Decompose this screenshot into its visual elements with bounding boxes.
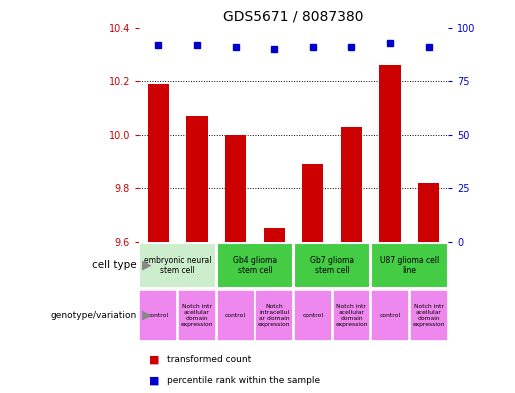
Text: Notch intr
acellular
domain
expression: Notch intr acellular domain expression <box>335 304 368 327</box>
Bar <box>148 84 169 242</box>
Text: genotype/variation: genotype/variation <box>50 311 136 320</box>
Bar <box>140 290 177 341</box>
Bar <box>410 290 448 341</box>
Text: U87 glioma cell
line: U87 glioma cell line <box>380 255 439 275</box>
Text: GSM1086973: GSM1086973 <box>310 250 316 297</box>
Text: embryonic neural
stem cell: embryonic neural stem cell <box>144 255 212 275</box>
Text: ▶: ▶ <box>142 259 151 272</box>
Bar <box>302 164 323 242</box>
Text: ■: ■ <box>149 375 160 385</box>
Bar <box>217 242 293 288</box>
Bar <box>371 290 409 341</box>
Text: cell type: cell type <box>92 260 136 270</box>
Text: Gb4 glioma
stem cell: Gb4 glioma stem cell <box>233 255 277 275</box>
Text: ▶: ▶ <box>142 309 151 322</box>
Text: GSM1086972: GSM1086972 <box>271 250 277 297</box>
Bar <box>418 183 439 242</box>
Bar <box>178 290 216 341</box>
Bar <box>139 242 178 295</box>
Bar <box>217 290 254 341</box>
Bar <box>294 242 332 295</box>
Text: GSM1086974: GSM1086974 <box>349 250 354 297</box>
Text: Notch intr
acellular
domain
expression: Notch intr acellular domain expression <box>181 304 213 327</box>
Text: GSM1086969: GSM1086969 <box>387 250 393 297</box>
Bar <box>216 242 255 295</box>
Text: GSM1086970: GSM1086970 <box>426 250 432 297</box>
Bar <box>140 242 216 288</box>
Text: GSM1086967: GSM1086967 <box>156 250 161 297</box>
Text: Notch
intracellul
ar domain
expression: Notch intracellul ar domain expression <box>258 304 290 327</box>
Text: percentile rank within the sample: percentile rank within the sample <box>167 376 320 385</box>
Bar <box>371 242 448 288</box>
Bar <box>294 290 332 341</box>
Title: GDS5671 / 8087380: GDS5671 / 8087380 <box>224 9 364 24</box>
Bar <box>186 116 208 242</box>
Bar <box>255 290 293 341</box>
Text: control: control <box>148 313 169 318</box>
Bar <box>255 242 294 295</box>
Text: GSM1086971: GSM1086971 <box>233 250 238 297</box>
Bar <box>371 242 409 295</box>
Bar <box>380 65 401 242</box>
Text: ■: ■ <box>149 355 160 365</box>
Text: transformed count: transformed count <box>167 355 252 364</box>
Text: Gb7 glioma
stem cell: Gb7 glioma stem cell <box>310 255 354 275</box>
Text: Notch intr
acellular
domain
expression: Notch intr acellular domain expression <box>413 304 445 327</box>
Bar <box>264 228 285 242</box>
Text: control: control <box>380 313 401 318</box>
Bar <box>333 290 370 341</box>
Text: control: control <box>225 313 246 318</box>
Bar <box>178 242 216 295</box>
Bar <box>341 127 362 242</box>
Bar <box>294 242 370 288</box>
Bar <box>225 135 246 242</box>
Bar <box>332 242 371 295</box>
Bar <box>409 242 448 295</box>
Text: control: control <box>302 313 323 318</box>
Text: GSM1086968: GSM1086968 <box>194 250 200 297</box>
